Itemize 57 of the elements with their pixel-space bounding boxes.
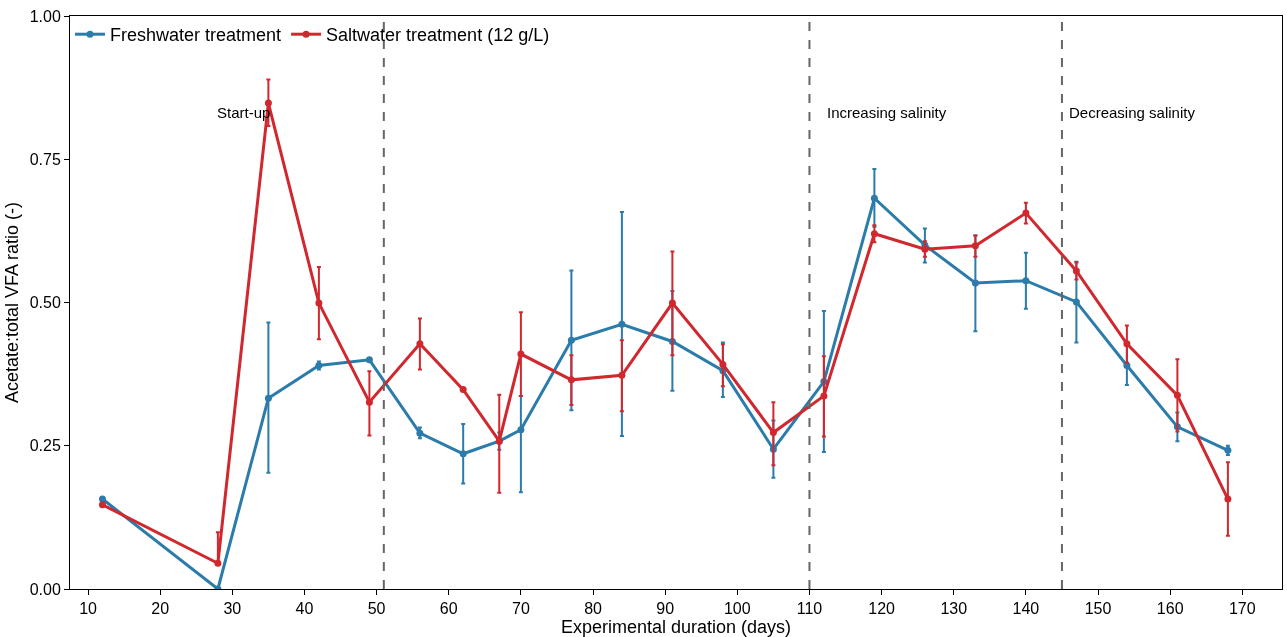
point	[769, 429, 777, 437]
x-tick-label: 40	[295, 600, 314, 618]
point	[517, 426, 525, 434]
point	[1022, 277, 1030, 285]
point	[459, 450, 467, 458]
point	[820, 392, 828, 400]
x-tick-label: 110	[796, 600, 823, 618]
point	[1123, 340, 1131, 348]
y-axis-title: Acetate:total VFA ratio (-)	[1, 201, 22, 404]
point	[1072, 298, 1080, 306]
x-tick-label: 120	[868, 600, 896, 618]
x-tick-label: 140	[1012, 600, 1040, 618]
x-tick-label: 60	[439, 600, 458, 618]
y-tick-label: 0.50	[29, 294, 61, 312]
point	[971, 279, 979, 287]
point	[1022, 209, 1030, 217]
point	[870, 194, 878, 202]
y-tick-label: 0.00	[29, 580, 61, 598]
annotation: Decreasing salinity	[1069, 104, 1196, 121]
point	[517, 350, 525, 358]
x-tick-label: 30	[223, 600, 242, 618]
x-tick-label: 130	[940, 600, 968, 618]
point	[971, 242, 979, 250]
x-tick-label: 160	[1156, 600, 1184, 618]
point	[618, 320, 626, 328]
x-tick-label: 70	[511, 600, 530, 618]
point	[1224, 495, 1232, 503]
point	[567, 376, 575, 384]
x-tick-label: 170	[1228, 600, 1256, 618]
point	[1173, 391, 1181, 399]
legend-label: Freshwater treatment	[110, 25, 282, 46]
x-tick-label: 150	[1084, 600, 1112, 618]
point	[1072, 267, 1080, 275]
annotation: Increasing salinity	[827, 104, 947, 121]
x-tick-label: 10	[79, 600, 98, 618]
point	[921, 245, 929, 253]
point	[315, 299, 323, 307]
x-tick-label: 90	[656, 600, 675, 618]
point	[618, 371, 626, 379]
x-tick-label: 80	[584, 600, 603, 618]
y-tick-label: 0.25	[29, 437, 61, 455]
point	[264, 99, 272, 107]
legend-label: Saltwater treatment (12 g/L)	[326, 25, 550, 46]
x-tick-label: 20	[151, 600, 170, 618]
point	[365, 398, 373, 406]
x-tick-label: 100	[723, 600, 751, 618]
y-tick-label: 0.75	[29, 150, 61, 168]
x-tick-label: 50	[367, 600, 386, 618]
point	[214, 559, 222, 567]
point	[719, 360, 727, 368]
point	[567, 336, 575, 344]
x-axis-title: Experimental duration (days)	[560, 617, 792, 637]
point	[416, 340, 424, 348]
point	[264, 394, 272, 402]
point	[668, 299, 676, 307]
point	[870, 230, 878, 238]
y-tick-label: 1.00	[29, 7, 61, 25]
